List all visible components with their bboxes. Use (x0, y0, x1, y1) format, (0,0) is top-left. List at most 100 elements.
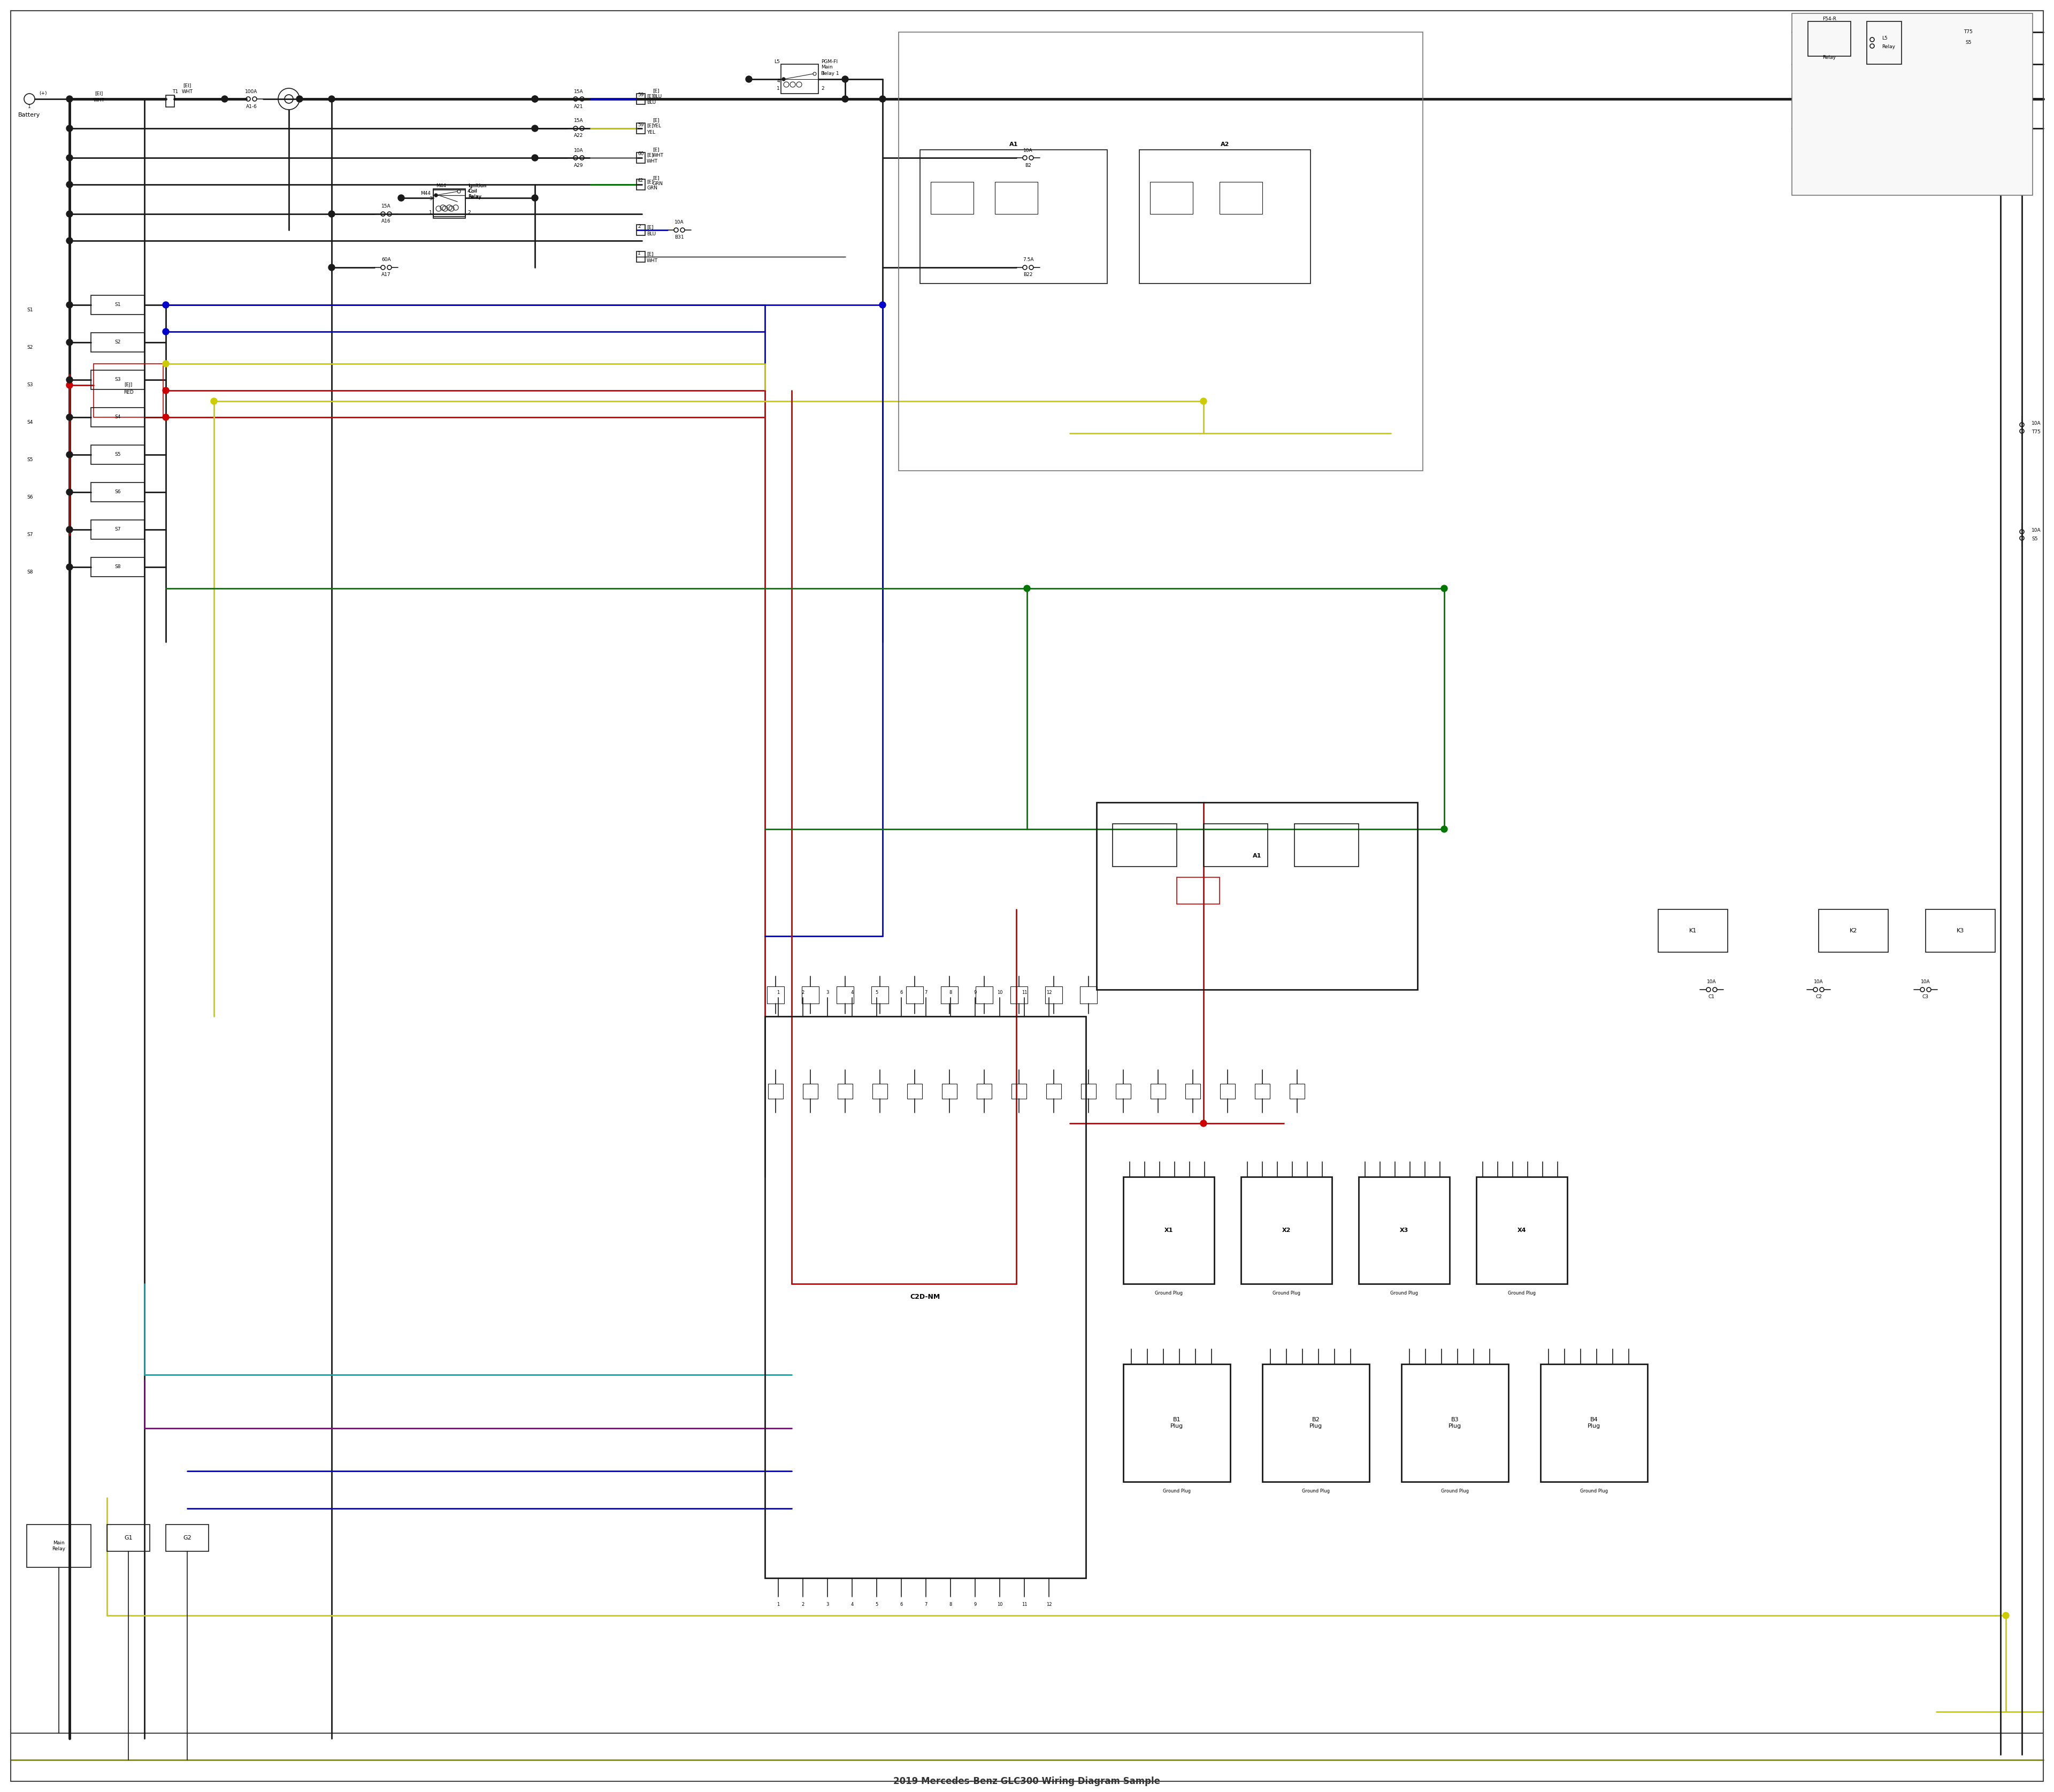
Text: Ground Plug: Ground Plug (1163, 1489, 1191, 1495)
Text: 10A: 10A (674, 220, 684, 226)
Text: Relay: Relay (468, 195, 481, 199)
Bar (1867, 22, 1902, 65)
Text: B4
Plug: B4 Plug (1588, 1417, 1600, 1428)
Text: B2
Plug: B2 Plug (1308, 1417, 1323, 1428)
Text: WHT: WHT (92, 97, 105, 102)
Circle shape (532, 95, 538, 102)
Text: S6: S6 (27, 495, 33, 500)
Text: S3: S3 (115, 378, 121, 382)
Text: T1: T1 (173, 90, 179, 95)
Text: 2: 2 (822, 86, 824, 91)
Text: 42: 42 (637, 179, 643, 183)
Text: Ground Plug: Ground Plug (1391, 1290, 1417, 1296)
Bar (943, 1084, 957, 1098)
Bar (90, 296, 144, 315)
Text: (+): (+) (39, 91, 47, 97)
Bar (1290, 1084, 1304, 1098)
Text: [E]
WHT: [E] WHT (653, 147, 663, 158)
Text: M44: M44 (421, 190, 431, 195)
Text: Relay: Relay (1881, 45, 1896, 50)
Text: 60A: 60A (382, 258, 390, 262)
Text: S2: S2 (27, 346, 33, 349)
Bar (90, 371, 144, 389)
Text: [EI]: [EI] (94, 91, 103, 97)
Circle shape (329, 211, 335, 217)
Bar (1011, 986, 1027, 1004)
Text: S1: S1 (115, 303, 121, 306)
Bar (1097, 803, 1417, 989)
Text: A16: A16 (382, 219, 390, 224)
Bar (637, 251, 645, 262)
Bar (994, 181, 1037, 213)
Text: 2: 2 (637, 224, 641, 229)
Bar (1255, 1084, 1269, 1098)
Bar (637, 179, 645, 190)
Bar (166, 1525, 210, 1552)
Bar (1241, 1177, 1331, 1283)
Text: 4: 4 (776, 79, 781, 84)
Circle shape (222, 95, 228, 102)
Circle shape (329, 263, 335, 271)
Circle shape (66, 154, 72, 161)
Text: 1: 1 (173, 97, 177, 100)
Text: A29: A29 (573, 163, 583, 168)
Text: Ground Plug: Ground Plug (1273, 1290, 1300, 1296)
Text: S8: S8 (115, 564, 121, 570)
Circle shape (66, 527, 72, 532)
Text: 1: 1 (637, 251, 641, 256)
Text: B1
Plug: B1 Plug (1171, 1417, 1183, 1428)
Bar (1220, 1084, 1234, 1098)
Text: S6: S6 (115, 489, 121, 495)
Text: B2: B2 (1025, 163, 1031, 168)
Text: S4: S4 (115, 414, 121, 419)
Text: B31: B31 (674, 235, 684, 240)
Text: 10A: 10A (1023, 149, 1033, 152)
Text: T75: T75 (2031, 430, 2040, 435)
Bar (637, 152, 645, 163)
Bar (930, 181, 974, 213)
Text: 6: 6 (900, 1602, 904, 1607)
Bar (90, 333, 144, 351)
Bar (1177, 878, 1220, 903)
Text: S5: S5 (27, 457, 33, 462)
Text: 1: 1 (776, 1602, 781, 1607)
Bar (1204, 824, 1267, 867)
Circle shape (532, 154, 538, 161)
Bar (766, 986, 785, 1004)
Circle shape (66, 382, 72, 389)
Circle shape (66, 211, 72, 217)
Circle shape (212, 398, 218, 405)
Circle shape (66, 181, 72, 188)
Text: F54-R: F54-R (1822, 16, 1836, 22)
Text: Main
Relay: Main Relay (51, 1541, 66, 1552)
Text: 5: 5 (875, 1602, 879, 1607)
Bar (908, 1084, 922, 1098)
Bar (1294, 824, 1358, 867)
Text: 100A: 100A (244, 90, 257, 93)
Text: 2019 Mercedes-Benz GLC300 Wiring Diagram Sample: 2019 Mercedes-Benz GLC300 Wiring Diagram… (893, 1776, 1161, 1787)
Circle shape (162, 328, 168, 335)
Circle shape (532, 95, 538, 102)
Bar (1477, 1177, 1567, 1283)
Text: WHT: WHT (647, 258, 657, 263)
Text: [E]
YEL: [E] YEL (653, 118, 661, 129)
Text: 2: 2 (801, 989, 805, 995)
Bar (166, 95, 175, 108)
Text: Battery: Battery (18, 113, 41, 118)
Circle shape (66, 339, 72, 346)
Text: 3: 3 (429, 197, 431, 201)
Text: 12: 12 (1045, 989, 1052, 995)
Circle shape (66, 489, 72, 495)
Text: 5: 5 (875, 989, 879, 995)
Bar (900, 32, 1423, 471)
Bar (1011, 1084, 1027, 1098)
Bar (1150, 181, 1193, 213)
Text: [E]: [E] (647, 152, 653, 158)
Bar (1140, 151, 1310, 283)
Circle shape (879, 301, 885, 308)
Text: Relay: Relay (1822, 56, 1836, 61)
Text: S5: S5 (115, 452, 121, 457)
Text: Ground Plug: Ground Plug (1302, 1489, 1329, 1495)
Text: T75: T75 (1964, 30, 1974, 34)
Bar (90, 407, 144, 426)
